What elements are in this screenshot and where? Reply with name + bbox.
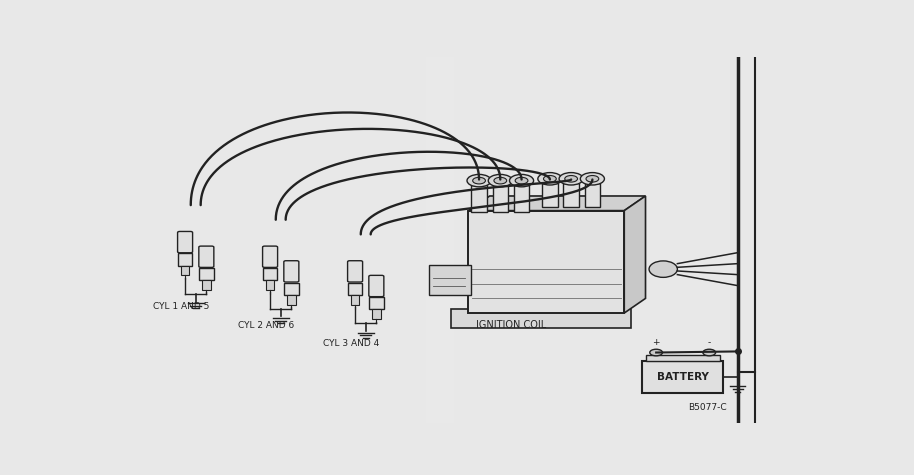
Circle shape bbox=[515, 177, 528, 184]
Bar bbox=[372, 309, 381, 319]
Bar bbox=[493, 185, 508, 212]
Bar bbox=[563, 183, 579, 207]
Text: CYL 1 AND 5: CYL 1 AND 5 bbox=[154, 303, 209, 312]
Bar bbox=[642, 361, 724, 393]
Text: BATTERY: BATTERY bbox=[657, 372, 708, 382]
Bar bbox=[262, 268, 278, 280]
FancyBboxPatch shape bbox=[262, 246, 278, 267]
Circle shape bbox=[559, 172, 583, 185]
Text: B5077-C: B5077-C bbox=[688, 403, 727, 412]
Bar bbox=[430, 266, 471, 294]
FancyBboxPatch shape bbox=[199, 246, 214, 267]
Ellipse shape bbox=[649, 261, 677, 277]
Circle shape bbox=[509, 174, 534, 187]
Text: -: - bbox=[707, 338, 711, 347]
Circle shape bbox=[565, 175, 578, 182]
Bar bbox=[369, 297, 384, 309]
Circle shape bbox=[703, 349, 716, 356]
Circle shape bbox=[544, 175, 557, 182]
Bar bbox=[426, 57, 454, 423]
Bar bbox=[347, 283, 363, 295]
Bar bbox=[472, 185, 487, 212]
Bar bbox=[199, 268, 214, 280]
FancyBboxPatch shape bbox=[284, 261, 299, 282]
Bar bbox=[451, 309, 632, 328]
Circle shape bbox=[473, 177, 485, 184]
FancyBboxPatch shape bbox=[347, 261, 363, 282]
Circle shape bbox=[650, 349, 663, 356]
Bar bbox=[468, 210, 624, 313]
Bar bbox=[645, 355, 720, 361]
Polygon shape bbox=[468, 196, 645, 210]
Text: CYL 2 AND 6: CYL 2 AND 6 bbox=[239, 321, 294, 330]
FancyBboxPatch shape bbox=[177, 231, 193, 253]
Bar bbox=[181, 266, 189, 276]
Circle shape bbox=[488, 174, 513, 187]
Bar bbox=[542, 183, 558, 207]
Text: +: + bbox=[653, 338, 660, 347]
Text: CYL 3 AND 4: CYL 3 AND 4 bbox=[324, 339, 379, 348]
Bar bbox=[514, 185, 529, 212]
Bar bbox=[177, 253, 193, 266]
Bar bbox=[585, 183, 600, 207]
FancyBboxPatch shape bbox=[369, 276, 384, 297]
Circle shape bbox=[494, 177, 506, 184]
Circle shape bbox=[580, 172, 604, 185]
Bar bbox=[351, 295, 359, 304]
Bar bbox=[266, 280, 274, 290]
Circle shape bbox=[467, 174, 491, 187]
Circle shape bbox=[586, 175, 599, 182]
Polygon shape bbox=[624, 196, 645, 313]
Bar bbox=[287, 295, 296, 304]
Circle shape bbox=[537, 172, 562, 185]
Text: IGNITION COIL: IGNITION COIL bbox=[475, 320, 546, 330]
Bar bbox=[202, 280, 211, 290]
Bar bbox=[284, 283, 299, 295]
